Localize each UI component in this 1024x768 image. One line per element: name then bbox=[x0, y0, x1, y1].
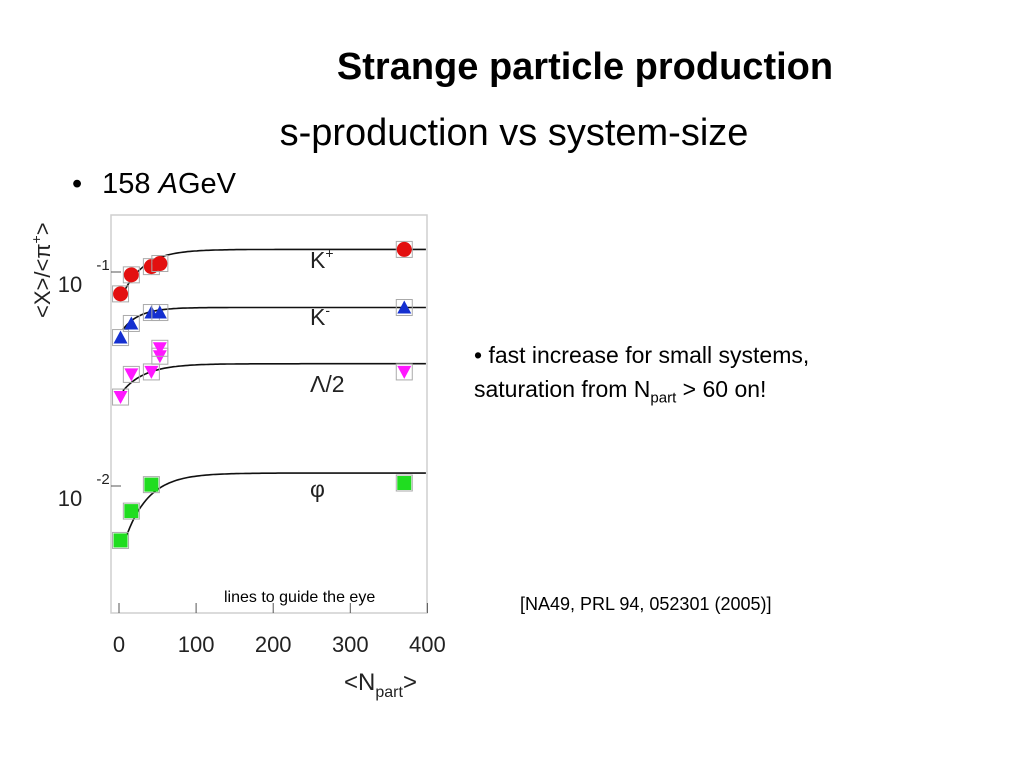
x-tick-label: 0 bbox=[113, 632, 125, 657]
series-label-sup: - bbox=[325, 302, 330, 318]
phi-point bbox=[124, 504, 139, 519]
guide-curve bbox=[122, 306, 426, 331]
k-plus-point bbox=[396, 241, 412, 257]
observation-note: • fast increase for small systems, satur… bbox=[474, 338, 809, 416]
note-text-end: > 60 on! bbox=[676, 376, 767, 402]
note-line-2: saturation from Npart > 60 on! bbox=[474, 372, 809, 416]
series-label: K+ bbox=[310, 245, 334, 273]
x-tick-label: 100 bbox=[178, 632, 215, 657]
energy-value: 158 bbox=[102, 168, 159, 200]
series-label-sup: + bbox=[325, 245, 333, 261]
series-label: K- bbox=[310, 302, 330, 330]
guide-note: lines to guide the eye bbox=[224, 589, 376, 606]
y-tick-label: 10 bbox=[58, 272, 82, 297]
phi-point bbox=[113, 533, 128, 548]
series-label: φ bbox=[310, 476, 325, 502]
guide-curve bbox=[122, 248, 426, 295]
k-plus-point bbox=[113, 286, 129, 302]
open-square-marker bbox=[151, 255, 169, 273]
guide-curve bbox=[122, 362, 426, 392]
x-tick-label: 200 bbox=[255, 632, 292, 657]
y-tick-exponent: -1 bbox=[96, 257, 109, 274]
note-subscript: part bbox=[650, 389, 677, 407]
open-square-marker bbox=[112, 388, 130, 406]
open-square-marker bbox=[151, 304, 169, 322]
open-square-marker bbox=[395, 240, 413, 258]
reference-citation: [NA49, PRL 94, 052301 (2005)] bbox=[520, 594, 772, 614]
lambda-point bbox=[113, 391, 128, 405]
lambda-point bbox=[397, 365, 412, 379]
open-square-marker bbox=[395, 299, 413, 317]
plot-frame bbox=[110, 214, 428, 614]
chart-marks bbox=[112, 240, 413, 549]
energy-unit: GeV bbox=[177, 168, 236, 200]
slide-title: Strange particle production bbox=[336, 46, 834, 88]
lambda-point bbox=[124, 368, 139, 382]
note-line-1: • fast increase for small systems, bbox=[474, 342, 810, 368]
k-minus-point bbox=[152, 305, 167, 319]
y-axis-label-sup: + bbox=[28, 235, 44, 243]
energy-bullet: • 158 AGeV bbox=[72, 168, 236, 201]
k-plus-point bbox=[123, 267, 139, 283]
x-tick-label: 300 bbox=[332, 632, 369, 657]
k-plus-point bbox=[152, 256, 168, 272]
open-square-marker bbox=[122, 365, 140, 383]
open-square-marker bbox=[122, 314, 140, 332]
open-square-marker bbox=[142, 476, 160, 494]
k-minus-point bbox=[124, 316, 139, 330]
open-square-marker bbox=[112, 531, 130, 549]
open-square-marker bbox=[395, 474, 413, 492]
x-tick-label: 400 bbox=[409, 632, 446, 657]
chart-axes bbox=[111, 271, 428, 613]
chart-labels: 0 100 200 300 400 10 -1 10 -2 K+ K- Λ/2 φ <Npart> <X>/… bbox=[28, 222, 446, 701]
x-axis-label-end: > bbox=[403, 669, 417, 696]
x-axis-label-sub: part bbox=[375, 684, 403, 701]
phi-point bbox=[397, 476, 412, 491]
lambda-point bbox=[152, 342, 167, 356]
energy-unit-italic: A bbox=[158, 168, 178, 200]
series-label: Λ/2 bbox=[310, 371, 345, 397]
bullet-dot-icon: • bbox=[72, 168, 83, 200]
y-axis-label: <X>/<π+> bbox=[28, 222, 55, 318]
x-axis-label: <Npart> bbox=[344, 669, 417, 701]
open-square-marker bbox=[122, 502, 140, 520]
phi-point bbox=[144, 477, 159, 492]
k-minus-point bbox=[397, 300, 412, 314]
y-tick-label: 10 bbox=[58, 486, 82, 511]
y-axis-label-end: > bbox=[30, 222, 55, 235]
note-text: saturation from N bbox=[474, 376, 651, 402]
guide-curve bbox=[122, 472, 426, 547]
lambda-point bbox=[144, 365, 159, 379]
open-square-marker bbox=[112, 285, 130, 303]
y-tick-exponent: -2 bbox=[96, 471, 109, 488]
open-square-marker bbox=[395, 363, 413, 381]
open-square-marker bbox=[151, 339, 169, 357]
k-minus-point bbox=[113, 330, 128, 344]
open-square-marker bbox=[112, 329, 130, 347]
open-square-marker bbox=[122, 266, 140, 284]
slide-subtitle: s-production vs system-size bbox=[279, 112, 749, 154]
guide-curves bbox=[122, 248, 426, 547]
